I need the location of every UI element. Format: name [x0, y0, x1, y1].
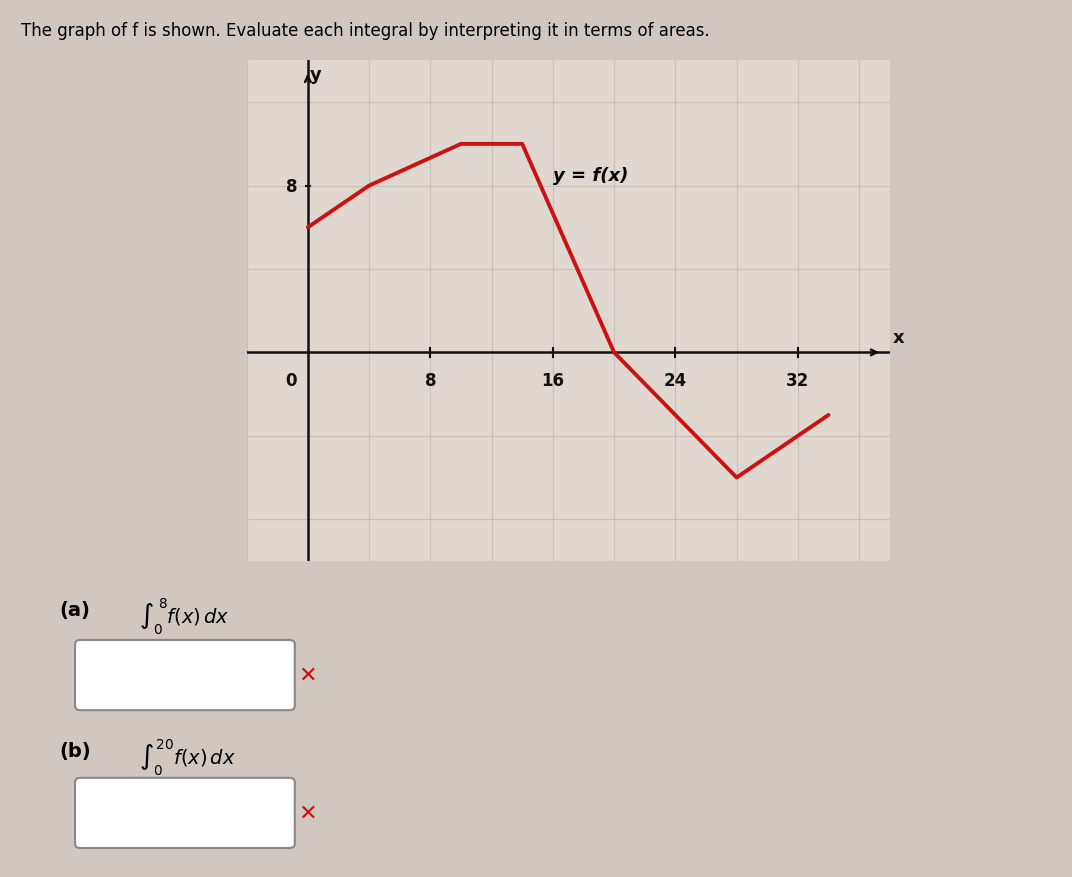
Text: (b): (b)	[59, 741, 91, 760]
Text: (a): (a)	[59, 601, 90, 620]
Text: 24: 24	[664, 372, 687, 389]
Text: x: x	[893, 329, 905, 346]
Text: 8: 8	[425, 372, 436, 389]
Text: 8: 8	[285, 177, 297, 196]
Text: y: y	[310, 66, 322, 83]
Text: 16: 16	[541, 372, 564, 389]
Text: ✕: ✕	[298, 803, 316, 823]
Text: The graph of f is shown. Evaluate each integral by interpreting it in terms of a: The graph of f is shown. Evaluate each i…	[21, 22, 710, 40]
Text: y = f(x): y = f(x)	[553, 167, 628, 185]
Text: ✕: ✕	[298, 666, 316, 685]
Text: 32: 32	[786, 372, 809, 389]
Text: $\int_0^{\,8} f(x)\, dx$: $\int_0^{\,8} f(x)\, dx$	[139, 596, 229, 637]
Text: 0: 0	[285, 372, 297, 389]
Text: $\int_0^{20} f(x)\, dx$: $\int_0^{20} f(x)\, dx$	[139, 737, 237, 777]
